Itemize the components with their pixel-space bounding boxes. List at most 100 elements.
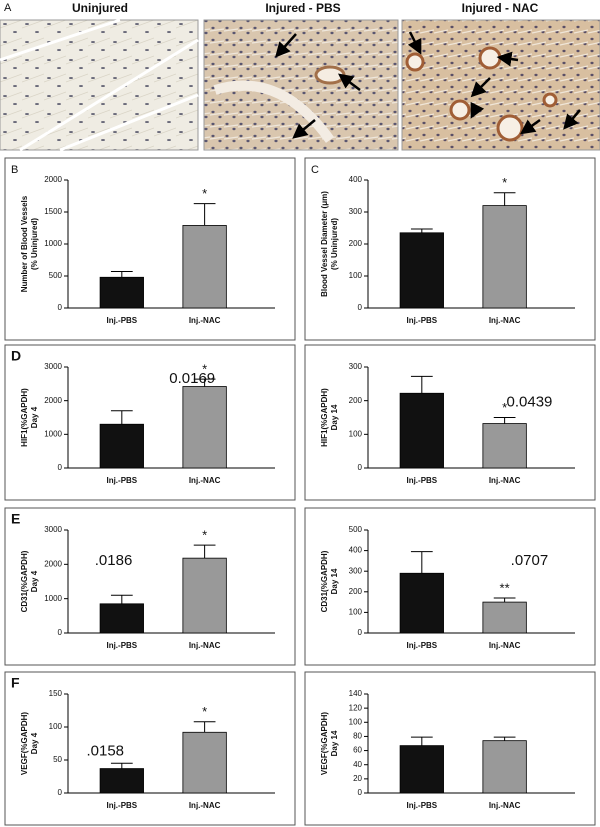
- y-tick-label: 100: [49, 722, 63, 731]
- y-axis-label: Day 4: [30, 570, 39, 592]
- panel-label: E: [11, 511, 20, 527]
- bar: [182, 225, 227, 309]
- y-tick-label: 100: [349, 271, 363, 280]
- bar: [99, 768, 144, 794]
- y-axis-label: HIF1(%GAPDH): [320, 388, 329, 447]
- y-tick-label: 40: [353, 760, 362, 769]
- x-tick-label: Inj.-PBS: [406, 641, 437, 650]
- bar: [182, 731, 227, 794]
- y-tick-label: 2000: [44, 175, 62, 184]
- y-tick-label: 0: [358, 788, 363, 797]
- x-tick-label: Inj.-PBS: [106, 476, 137, 485]
- micrograph: [0, 19, 199, 151]
- image-header: Injured - PBS: [265, 1, 340, 15]
- y-tick-label: 50: [53, 755, 62, 764]
- significance-star: *: [502, 400, 507, 415]
- y-tick-label: 200: [349, 396, 363, 405]
- x-tick-label: Inj.-NAC: [189, 641, 221, 650]
- panel-label: B: [11, 164, 18, 176]
- y-tick-label: 100: [349, 717, 363, 726]
- micrograph-detail: [0, 18, 199, 152]
- y-axis-label: CD31(%GAPDH): [320, 550, 329, 612]
- y-tick-label: 1000: [44, 429, 62, 438]
- bar: [482, 601, 527, 634]
- y-tick-label: 20: [353, 774, 362, 783]
- y-tick-label: 120: [349, 703, 363, 712]
- y-axis-label: Day 14: [330, 404, 339, 430]
- y-axis-label: Day 4: [30, 406, 39, 428]
- y-axis-label: Day 14: [330, 730, 339, 756]
- panel-frame: [4, 507, 296, 666]
- significance-star: *: [202, 186, 207, 201]
- panel-label: D: [11, 348, 21, 364]
- y-axis-label: VEGF(%GAPDH): [20, 712, 29, 775]
- image-header: Uninjured: [72, 1, 128, 15]
- x-tick-label: Inj.-NAC: [189, 476, 221, 485]
- p-value: .0158: [86, 742, 124, 759]
- bar: [182, 557, 227, 634]
- p-value: .0707: [511, 552, 549, 569]
- y-tick-label: 150: [49, 689, 63, 698]
- y-tick-label: 0: [358, 463, 363, 472]
- x-tick-label: Inj.-NAC: [189, 316, 221, 325]
- significance-star: *: [502, 175, 507, 190]
- bar: [482, 423, 527, 469]
- y-tick-label: 200: [349, 587, 363, 596]
- y-tick-label: 1500: [44, 207, 62, 216]
- y-axis-label: Blood Vessel Diameter (μm): [320, 191, 329, 297]
- y-tick-label: 0: [58, 628, 63, 637]
- x-tick-label: Inj.-NAC: [489, 801, 521, 810]
- bar: [399, 745, 444, 794]
- panel-frame: [4, 157, 296, 341]
- x-tick-label: Inj.-PBS: [406, 316, 437, 325]
- y-tick-label: 100: [349, 429, 363, 438]
- y-axis-label: (% Uninjured): [30, 218, 39, 270]
- x-tick-label: Inj.-PBS: [106, 801, 137, 810]
- panel-frame: [304, 507, 596, 666]
- micrograph-detail: [213, 80, 335, 143]
- panel-frame: [304, 344, 596, 501]
- y-tick-label: 0: [58, 463, 63, 472]
- y-axis-label: VEGF(%GAPDH): [320, 712, 329, 775]
- y-tick-label: 3000: [44, 525, 62, 534]
- y-tick-label: 400: [349, 175, 363, 184]
- arrows: [275, 33, 361, 139]
- panel-frame: [304, 157, 596, 341]
- y-axis-label: Day 14: [330, 568, 339, 594]
- panel-label: F: [11, 675, 20, 691]
- bar: [182, 386, 227, 469]
- significance-star: *: [202, 362, 207, 377]
- x-tick-label: Inj.-NAC: [489, 316, 521, 325]
- significance-star: *: [202, 704, 207, 719]
- y-tick-label: 0: [358, 303, 363, 312]
- bar: [99, 603, 144, 634]
- bar: [399, 572, 444, 634]
- y-tick-label: 300: [349, 566, 363, 575]
- panel-frame: [304, 671, 596, 826]
- bar: [482, 205, 527, 309]
- x-tick-label: Inj.-NAC: [189, 801, 221, 810]
- p-value: 0.0439: [507, 393, 553, 410]
- y-tick-label: 80: [353, 732, 362, 741]
- y-tick-label: 200: [349, 239, 363, 248]
- y-tick-label: 100: [349, 608, 363, 617]
- bar: [99, 423, 144, 469]
- p-value: 0.0169: [169, 370, 215, 387]
- bar: [99, 276, 144, 309]
- panel-label: A: [4, 2, 12, 14]
- x-tick-label: Inj.-PBS: [106, 641, 137, 650]
- y-tick-label: 0: [58, 788, 63, 797]
- y-tick-label: 60: [353, 746, 362, 755]
- y-tick-label: 300: [349, 207, 363, 216]
- y-tick-label: 400: [349, 546, 363, 555]
- vessel: [314, 65, 346, 85]
- panel-frame: [4, 671, 296, 826]
- panel-label: C: [311, 164, 319, 176]
- y-tick-label: 140: [349, 689, 363, 698]
- vessels: [405, 46, 558, 142]
- y-axis-label: Day 4: [30, 732, 39, 754]
- bar: [399, 232, 444, 309]
- y-tick-label: 300: [349, 362, 363, 371]
- significance-star: *: [202, 528, 207, 543]
